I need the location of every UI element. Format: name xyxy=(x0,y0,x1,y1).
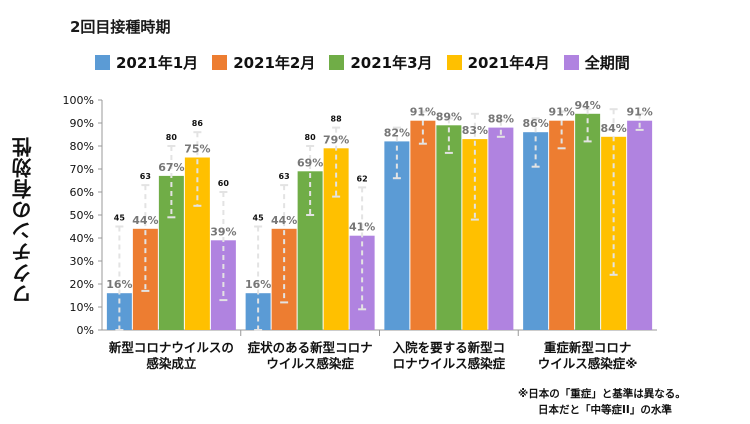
y-tick-label: 20% xyxy=(70,278,94,291)
legend-swatch-all xyxy=(563,55,579,70)
data-label: 91% xyxy=(548,106,574,119)
data-label: 88% xyxy=(488,113,514,126)
upper-bound-label: 45 xyxy=(114,214,126,223)
legend-label-mar: 2021年3月 xyxy=(350,54,433,72)
bar xyxy=(410,120,436,330)
data-label: 91% xyxy=(410,106,436,119)
legend-label-feb: 2021年2月 xyxy=(233,54,316,72)
x-category-label-line2: ウイルス感染症 xyxy=(266,356,354,371)
x-category-label-line1: 重症新型コロナ xyxy=(544,340,632,355)
y-tick-label: 10% xyxy=(70,301,94,314)
legend: 2021年1月 2021年2月 2021年3月 2021年4月 全期間 xyxy=(95,52,644,73)
upper-bound-label: 86 xyxy=(192,119,204,128)
y-tick-label: 80% xyxy=(70,140,94,153)
bar xyxy=(349,235,375,330)
x-category-label-line1: 入院を要する新型コ xyxy=(393,340,506,355)
data-label: 16% xyxy=(106,278,132,291)
y-tick-label: 50% xyxy=(70,209,94,222)
data-label: 84% xyxy=(600,122,626,135)
legend-item-jan: 2021年1月 xyxy=(95,52,198,73)
bar xyxy=(297,171,323,330)
y-tick-label: 0% xyxy=(77,324,94,337)
bar xyxy=(323,148,349,330)
y-tick-label: 100% xyxy=(63,94,94,107)
bar xyxy=(523,132,549,330)
data-label: 89% xyxy=(436,110,462,123)
footnote: ※日本の「重症」と基準は異なる。 日本だと「中等症II」の水準 xyxy=(518,386,686,418)
legend-item-apr: 2021年4月 xyxy=(446,52,550,73)
upper-bound-label: 80 xyxy=(166,133,178,142)
footnote-line-2: 日本だと「中等症II」の水準 xyxy=(538,404,672,416)
data-label: 39% xyxy=(210,225,236,238)
legend-label-all: 全期間 xyxy=(584,54,630,72)
data-label: 75% xyxy=(184,143,210,156)
bar xyxy=(627,120,653,330)
legend-swatch-feb xyxy=(212,55,228,70)
upper-bound-label: 60 xyxy=(218,179,230,188)
x-category-label-line1: 新型コロナウイルスの xyxy=(109,340,234,355)
legend-swatch-apr xyxy=(446,55,462,70)
y-tick-label: 60% xyxy=(70,186,94,199)
data-label: 79% xyxy=(323,133,349,146)
bar xyxy=(549,120,575,330)
y-tick-label: 90% xyxy=(70,117,94,130)
footnote-line-1: ※日本の「重症」と基準は異なる。 xyxy=(518,388,686,400)
bar xyxy=(488,127,514,330)
upper-bound-label: 88 xyxy=(331,115,343,124)
upper-bound-label: 63 xyxy=(279,172,290,181)
upper-bound-label: 62 xyxy=(357,174,368,183)
bar xyxy=(158,175,184,330)
x-category-label-line1: 症状のある新型コロナ xyxy=(248,340,373,355)
data-label: 82% xyxy=(384,126,410,139)
data-label: 91% xyxy=(626,106,652,119)
x-category-label-line2: 感染成立 xyxy=(146,356,197,371)
data-label: 44% xyxy=(271,214,297,227)
data-label: 16% xyxy=(245,278,271,291)
upper-bound-label: 45 xyxy=(253,214,265,223)
data-label: 67% xyxy=(158,161,184,174)
chart-title: 2回目接種時期 xyxy=(70,18,171,36)
legend-label-jan: 2021年1月 xyxy=(116,54,199,72)
legend-swatch-mar xyxy=(329,55,345,70)
bar xyxy=(384,141,410,330)
data-label: 44% xyxy=(132,214,158,227)
data-label: 41% xyxy=(349,221,375,234)
bar xyxy=(601,136,627,330)
legend-item-all: 全期間 xyxy=(563,52,630,73)
legend-item-mar: 2021年3月 xyxy=(329,52,433,73)
y-tick-label: 70% xyxy=(70,163,94,176)
bar xyxy=(462,139,488,330)
data-label: 94% xyxy=(574,99,600,112)
y-tick-label: 40% xyxy=(70,232,94,245)
data-label: 86% xyxy=(522,117,548,130)
data-label: 83% xyxy=(462,124,488,137)
x-category-label-line2: ロナウイルス感染症 xyxy=(393,356,506,371)
y-tick-label: 30% xyxy=(70,255,94,268)
bar xyxy=(184,157,210,330)
upper-bound-label: 63 xyxy=(140,172,151,181)
x-category-label-line2: ウイルス感染症※ xyxy=(538,356,638,371)
bar xyxy=(575,113,601,330)
legend-item-feb: 2021年2月 xyxy=(212,52,315,73)
legend-swatch-jan xyxy=(95,55,110,70)
upper-bound-label: 80 xyxy=(305,133,317,142)
bar xyxy=(436,125,462,330)
legend-label-apr: 2021年4月 xyxy=(467,54,550,72)
data-label: 69% xyxy=(297,156,323,169)
